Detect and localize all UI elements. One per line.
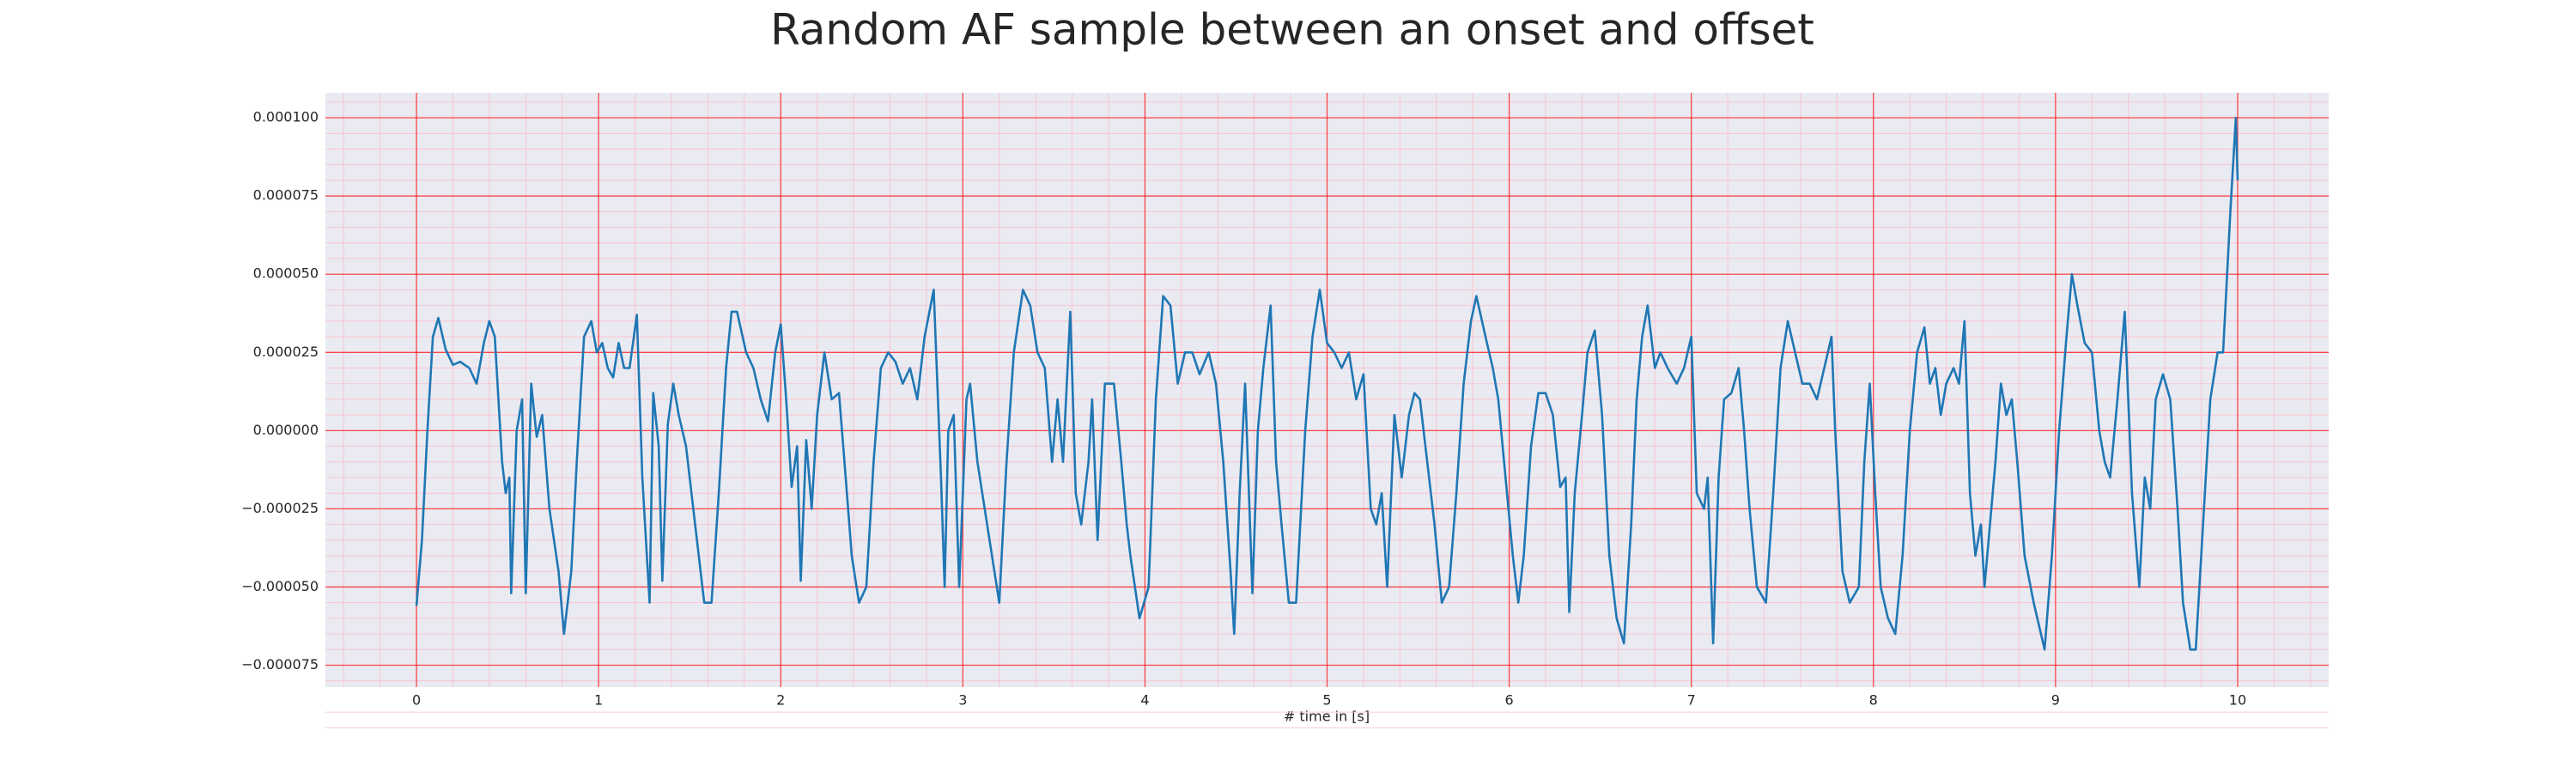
y-tick-label: −0.000075 (241, 656, 319, 673)
x-tick-label: 4 (1140, 692, 1149, 709)
x-tick-label: 2 (776, 692, 785, 709)
plot-mask-left (0, 93, 325, 687)
x-tick-label: 9 (2051, 692, 2060, 709)
x-tick-label: 8 (1869, 692, 1878, 709)
plot-mask-right (2329, 93, 2576, 687)
plot-mask-bottom (0, 687, 2576, 704)
x-tick-label: 1 (594, 692, 603, 709)
x-tick-label: 7 (1687, 692, 1696, 709)
x-axis-label: # time in [s] (1284, 709, 1370, 725)
x-tick-label: 6 (1504, 692, 1513, 709)
x-tick-label: 3 (958, 692, 967, 709)
x-tick-label: 0 (412, 692, 421, 709)
y-tick-label: −0.000050 (241, 578, 319, 594)
y-tick-label: 0.000050 (253, 265, 319, 282)
y-tick-label: 0.000100 (253, 109, 319, 125)
x-tick-label: 10 (2229, 692, 2246, 709)
signal-line (415, 116, 2239, 651)
y-tick-label: 0.000025 (253, 344, 319, 360)
y-tick-label: −0.000025 (241, 500, 319, 516)
x-tick-label: 5 (1322, 692, 1331, 709)
plot-mask-top (0, 52, 2576, 93)
y-tick-label: 0.000075 (253, 187, 319, 204)
chart-title: Random AF sample between an onset and of… (770, 5, 1814, 55)
y-tick-label: 0.000000 (253, 422, 319, 438)
